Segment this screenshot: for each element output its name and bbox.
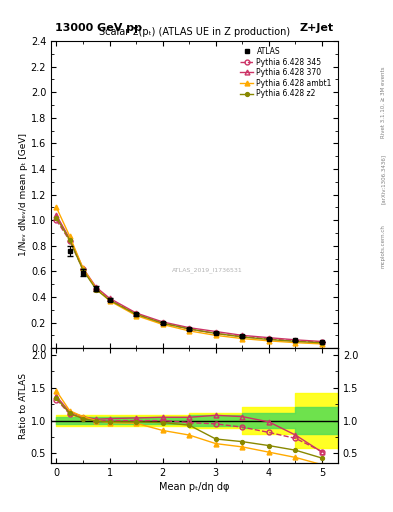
Pythia 6.428 z2: [160, 320, 165, 326]
Pythia 6.428 ambt1: [67, 233, 72, 239]
Pythia 6.428 370: [266, 335, 271, 341]
Line: Pythia 6.428 345: Pythia 6.428 345: [54, 218, 325, 345]
Line: Pythia 6.428 z2: Pythia 6.428 z2: [55, 216, 324, 345]
Text: Z+Jet: Z+Jet: [300, 23, 334, 33]
Pythia 6.428 345: [107, 296, 112, 303]
Pythia 6.428 z2: [67, 237, 72, 243]
Pythia 6.428 370: [293, 337, 298, 343]
Pythia 6.428 370: [213, 329, 218, 335]
Pythia 6.428 z2: [81, 267, 85, 273]
Pythia 6.428 ambt1: [107, 298, 112, 304]
X-axis label: Mean pₜ/dη dφ: Mean pₜ/dη dφ: [159, 482, 230, 493]
Pythia 6.428 370: [187, 325, 191, 331]
Pythia 6.428 ambt1: [213, 332, 218, 338]
Pythia 6.428 370: [320, 338, 324, 345]
Pythia 6.428 345: [240, 334, 245, 340]
Pythia 6.428 370: [134, 310, 138, 316]
Pythia 6.428 z2: [240, 334, 245, 340]
Pythia 6.428 ambt1: [266, 338, 271, 344]
Pythia 6.428 345: [160, 320, 165, 326]
Pythia 6.428 ambt1: [94, 286, 99, 292]
Text: ATLAS_2019_I1736531: ATLAS_2019_I1736531: [172, 267, 242, 273]
Text: 13000 GeV pp: 13000 GeV pp: [55, 23, 142, 33]
Pythia 6.428 345: [67, 238, 72, 244]
Pythia 6.428 z2: [54, 215, 59, 221]
Legend: ATLAS, Pythia 6.428 345, Pythia 6.428 370, Pythia 6.428 ambt1, Pythia 6.428 z2: ATLAS, Pythia 6.428 345, Pythia 6.428 37…: [237, 45, 334, 100]
Pythia 6.428 345: [213, 330, 218, 336]
Pythia 6.428 z2: [94, 287, 99, 293]
Pythia 6.428 345: [54, 217, 59, 223]
Pythia 6.428 370: [67, 236, 72, 242]
Pythia 6.428 370: [240, 332, 245, 338]
Pythia 6.428 ambt1: [81, 265, 85, 271]
Pythia 6.428 ambt1: [293, 339, 298, 346]
Pythia 6.428 345: [81, 266, 85, 272]
Pythia 6.428 z2: [134, 311, 138, 317]
Pythia 6.428 z2: [320, 340, 324, 346]
Pythia 6.428 ambt1: [54, 204, 59, 210]
Y-axis label: 1/Nₑᵥ dNₑᵥ/d mean pₜ [GeV]: 1/Nₑᵥ dNₑᵥ/d mean pₜ [GeV]: [19, 133, 28, 256]
Pythia 6.428 345: [134, 311, 138, 317]
Pythia 6.428 370: [160, 319, 165, 325]
Pythia 6.428 ambt1: [160, 322, 165, 328]
Line: Pythia 6.428 ambt1: Pythia 6.428 ambt1: [54, 205, 325, 346]
Line: Pythia 6.428 370: Pythia 6.428 370: [54, 212, 325, 344]
Pythia 6.428 345: [187, 326, 191, 332]
Pythia 6.428 370: [81, 265, 85, 271]
Text: mcplots.cern.ch: mcplots.cern.ch: [381, 224, 386, 268]
Pythia 6.428 ambt1: [320, 341, 324, 347]
Pythia 6.428 345: [320, 339, 324, 345]
Pythia 6.428 z2: [293, 338, 298, 345]
Pythia 6.428 z2: [187, 326, 191, 332]
Pythia 6.428 ambt1: [187, 328, 191, 334]
Text: [arXiv:1306.3436]: [arXiv:1306.3436]: [381, 154, 386, 204]
Pythia 6.428 z2: [213, 330, 218, 336]
Y-axis label: Ratio to ATLAS: Ratio to ATLAS: [19, 373, 28, 439]
Pythia 6.428 ambt1: [240, 335, 245, 342]
Pythia 6.428 ambt1: [134, 312, 138, 318]
Pythia 6.428 370: [94, 284, 99, 290]
Pythia 6.428 345: [94, 286, 99, 292]
Pythia 6.428 345: [293, 338, 298, 344]
Text: Rivet 3.1.10, ≥ 3M events: Rivet 3.1.10, ≥ 3M events: [381, 67, 386, 138]
Pythia 6.428 z2: [266, 336, 271, 343]
Pythia 6.428 370: [54, 212, 59, 218]
Pythia 6.428 370: [107, 295, 112, 301]
Pythia 6.428 z2: [107, 297, 112, 303]
Pythia 6.428 345: [266, 336, 271, 342]
Title: Scalar Σ(pₜ) (ATLAS UE in Z production): Scalar Σ(pₜ) (ATLAS UE in Z production): [99, 28, 290, 37]
